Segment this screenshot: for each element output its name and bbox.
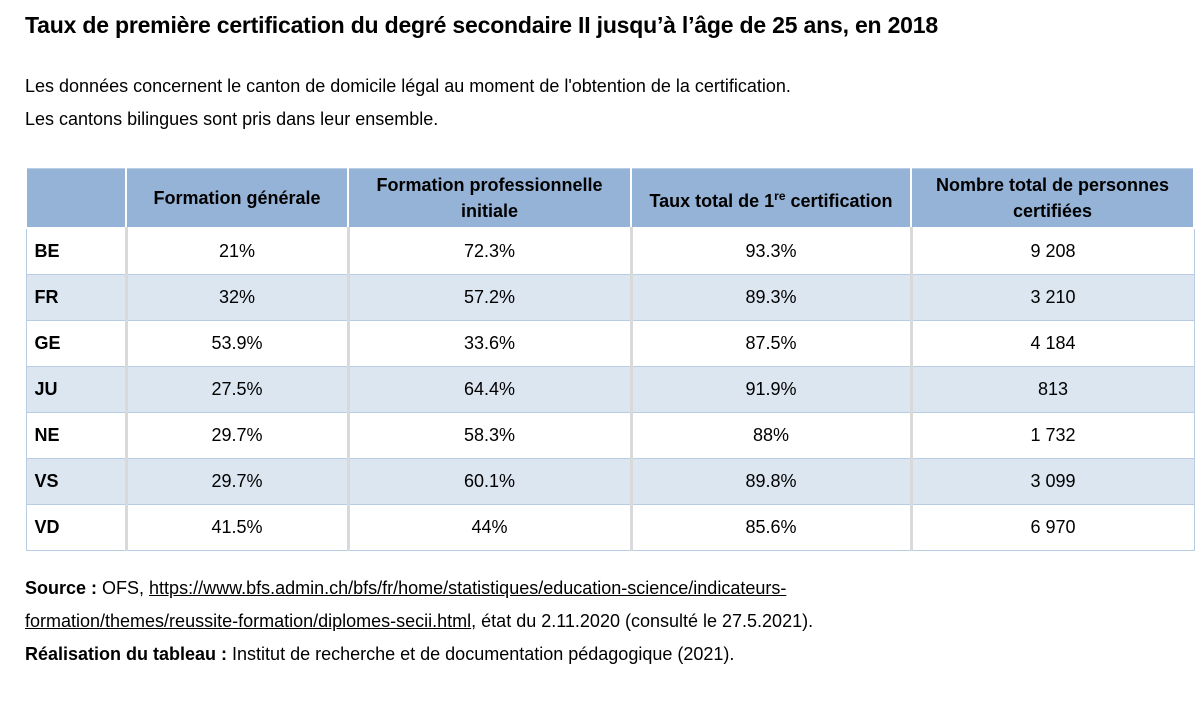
source-label: Source : [25,578,98,598]
table-cell: 27.5% [124,366,348,413]
source-suffix: , état du 2.11.2020 (consulté le 27.5.20… [471,611,814,631]
table-cell: 91.9% [629,366,911,413]
header-text: certification [785,190,893,211]
table-cell: 9 208 [909,228,1195,275]
table-cell: 41.5% [124,504,348,551]
row-label: VS [25,458,126,505]
table-row: VD 41.5% 44% 85.6% 6 970 [25,504,1195,551]
table-cell: 44% [346,504,631,551]
table-row: BE 21% 72.3% 93.3% 9 208 [25,228,1195,275]
header-cell: Formation générale [125,168,349,229]
table-cell: 89.3% [629,274,911,321]
notes: Les données concernent le canton de domi… [25,70,791,136]
table-cell: 33.6% [346,320,631,367]
row-label: NE [25,412,126,459]
table-row: VS 29.7% 60.1% 89.8% 3 099 [25,458,1195,505]
table-cell: 813 [909,366,1195,413]
table-cell: 32% [124,274,348,321]
note: Les données concernent le canton de domi… [25,76,791,96]
note: Les cantons bilingues sont pris dans leu… [25,109,439,129]
source-link[interactable]: https://www.bfs.admin.ch/bfs/fr/home/sta… [25,578,787,631]
header-cell: Formation professionnelle initiale [347,168,632,229]
table-cell: 60.1% [346,458,631,505]
table-cell: 72.3% [346,228,631,275]
table-cell: 53.9% [124,320,348,367]
table-cell: 4 184 [909,320,1195,367]
credit-text: Institut de recherche et de documentatio… [227,644,735,664]
header-cell [25,168,127,229]
table-cell: 89.8% [629,458,911,505]
row-label: GE [25,320,126,367]
table-cell: 64.4% [346,366,631,413]
source: Source : OFS, https://www.bfs.admin.ch/b… [25,572,985,638]
row-label: VD [25,504,126,551]
header-text: Taux total de 1 [649,190,775,211]
table-row: GE 53.9% 33.6% 87.5% 4 184 [25,320,1195,367]
header-sup: re [774,188,786,203]
table-cell: 29.7% [124,412,348,459]
header-cell: Nombre total de personnes certifiées [910,168,1195,229]
table-cell: 85.6% [629,504,911,551]
footer: Source : OFS, https://www.bfs.admin.ch/b… [25,572,985,671]
table-row: FR 32% 57.2% 89.3% 3 210 [25,274,1195,321]
row-label: BE [25,228,126,275]
table-cell: 87.5% [629,320,911,367]
title: Taux de première certification du degré … [25,12,938,38]
table-cell: 21% [124,228,348,275]
credit: Réalisation du tableau : Institut de rec… [25,638,985,671]
table-cell: 6 970 [909,504,1195,551]
row-label: JU [25,366,126,413]
row-label: FR [25,274,126,321]
table-row: NE 29.7% 58.3% 88% 1 732 [25,412,1195,459]
credit-label: Réalisation du tableau : [25,644,228,664]
table-cell: 3 210 [909,274,1195,321]
table-cell: 93.3% [629,228,911,275]
header-cell: Taux total de 1re certification [630,168,912,229]
table-cell: 88% [629,412,911,459]
header-row: Formation générale Formation professionn… [25,168,1195,229]
table-cell: 57.2% [346,274,631,321]
table-body: BE 21% 72.3% 93.3% 9 208 FR 32% 57.2% 89.3% 3 210… [25,228,1195,551]
table-cell: 29.7% [124,458,348,505]
table-cell: 3 099 [909,458,1195,505]
table-row: JU 27.5% 64.4% 91.9% 813 [25,366,1195,413]
data-table: Formation générale Formation professionn… [25,168,1195,551]
table-cell: 1 732 [909,412,1195,459]
table-cell: 58.3% [346,412,631,459]
source-prefix: OFS, [97,578,150,598]
